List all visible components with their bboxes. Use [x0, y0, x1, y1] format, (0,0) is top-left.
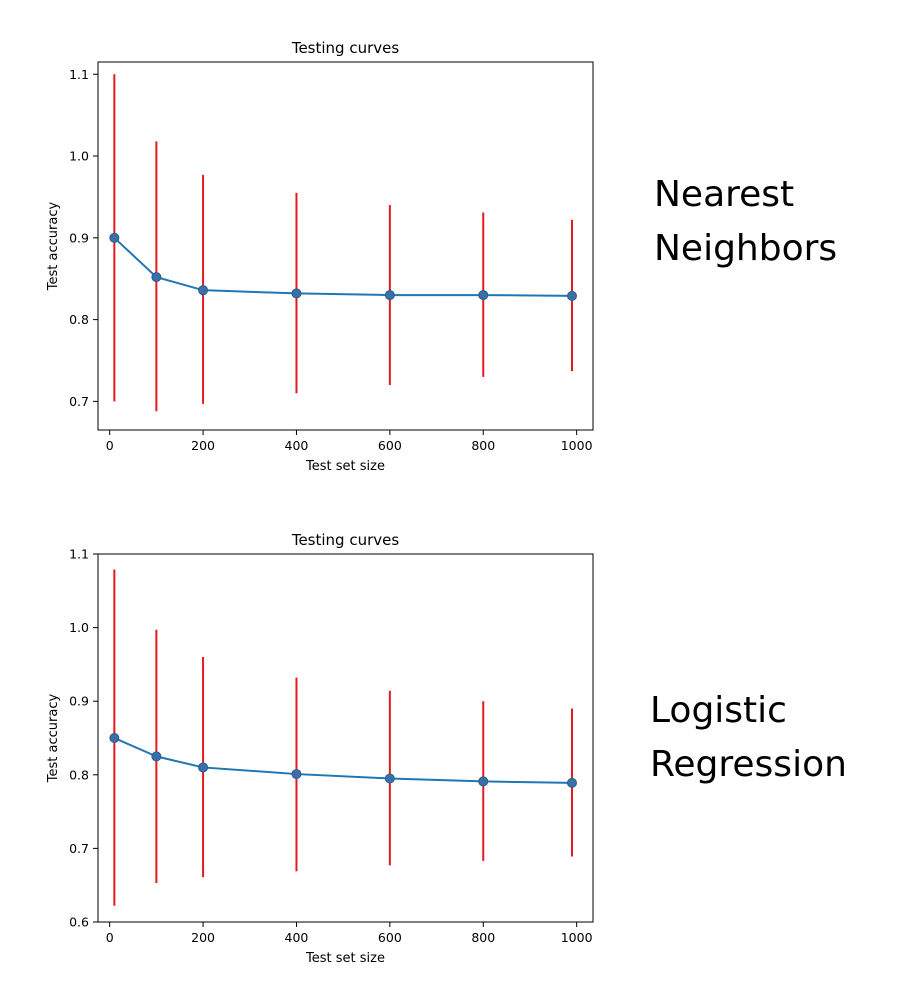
y-tick-label: 1.0: [69, 149, 89, 164]
data-point: [151, 272, 162, 283]
annotation-line: Regression: [650, 744, 847, 785]
x-tick-label: 400: [285, 930, 309, 945]
data-point: [566, 777, 577, 788]
x-tick-label: 800: [471, 930, 495, 945]
y-tick-label: 0.9: [69, 230, 89, 245]
annotation-line: Neighbors: [654, 228, 838, 269]
y-tick-label: 0.8: [69, 312, 89, 327]
x-tick-label: 600: [378, 930, 402, 945]
data-point: [291, 769, 302, 780]
x-tick-label: 1000: [561, 438, 593, 453]
x-tick-label: 400: [285, 438, 309, 453]
x-tick-label: 800: [471, 438, 495, 453]
data-point: [384, 290, 395, 301]
series-line: [113, 737, 573, 784]
data-point: [478, 776, 489, 787]
data-point: [109, 733, 120, 743]
x-tick-label: 200: [191, 930, 215, 945]
data-point: [198, 285, 209, 296]
y-tick-label: 0.8: [69, 767, 89, 782]
chart-nearest-neighbors: Testing curves 0 200 400 600 800 1000 0.7 0.8 0.9…: [46, 39, 594, 474]
y-tick-label: 1.0: [69, 620, 89, 635]
annotation-nearest-neighbors: Nearest Neighbors: [654, 168, 837, 276]
chart-title: Testing curves: [291, 39, 400, 57]
annotation-line: Logistic: [650, 690, 787, 731]
y-tick-label: 0.7: [69, 841, 89, 856]
x-tick-label: 600: [378, 438, 402, 453]
annotation-line: Nearest: [654, 174, 795, 215]
data-point: [384, 773, 395, 784]
data-point: [478, 290, 489, 301]
y-axis-label: Test accuracy: [46, 694, 61, 784]
x-tick-label: 200: [191, 438, 215, 453]
y-tick-label: 0.7: [69, 394, 89, 409]
data-point: [566, 290, 577, 301]
chart-logistic-regression: Testing curves 0 200 400 600 800 1000 0.6 0.7 0.8…: [46, 531, 594, 966]
annotation-logistic-regression: Logistic Regression: [650, 684, 847, 792]
x-tick-label: 0: [106, 930, 114, 945]
y-axis-label: Test accuracy: [46, 202, 61, 292]
data-point: [151, 751, 162, 762]
data-point: [109, 232, 120, 243]
plot-frame: [97, 61, 594, 431]
data-point: [291, 288, 302, 299]
x-axis-label: Test set size: [305, 951, 385, 966]
chart-title: Testing curves: [291, 531, 400, 549]
y-tick-label: 0.9: [69, 694, 89, 709]
y-tick-label: 1.1: [69, 547, 89, 562]
data-point: [198, 762, 209, 773]
x-axis-label: Test set size: [305, 459, 385, 474]
plot-frame: [97, 553, 594, 923]
series-line: [113, 237, 572, 297]
y-tick-label: 1.1: [69, 67, 89, 82]
y-tick-label: 0.6: [69, 915, 89, 930]
x-tick-label: 1000: [561, 930, 593, 945]
x-tick-label: 0: [106, 438, 114, 453]
